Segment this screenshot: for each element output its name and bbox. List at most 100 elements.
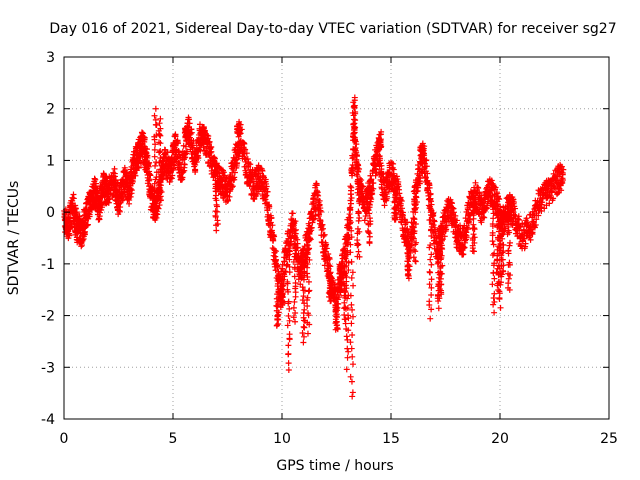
data-point (323, 245, 330, 252)
data-point (286, 248, 293, 255)
data-point (428, 292, 435, 299)
data-point (213, 227, 220, 234)
data-point (285, 312, 292, 319)
data-point (156, 131, 163, 138)
data-point (285, 342, 292, 349)
data-point (126, 200, 133, 207)
data-point (92, 176, 99, 183)
data-point (195, 155, 202, 162)
data-point (310, 216, 317, 223)
data-point (427, 315, 434, 322)
data-point (285, 367, 292, 374)
data-point (435, 298, 442, 305)
data-point (135, 164, 142, 171)
data-point (213, 160, 220, 167)
data-point (318, 226, 325, 233)
data-point (172, 133, 179, 140)
data-point (286, 269, 293, 276)
data-point (489, 281, 496, 288)
data-point (273, 248, 280, 255)
data-point (147, 172, 154, 179)
data-point (309, 219, 316, 226)
data-point (66, 232, 73, 239)
data-point (347, 373, 354, 380)
data-point (341, 316, 348, 323)
data-point (315, 192, 322, 199)
data-point (205, 135, 212, 142)
data-point (360, 183, 367, 190)
data-point (506, 242, 513, 249)
data-point (348, 301, 355, 308)
data-point (321, 231, 328, 238)
data-point (171, 162, 178, 169)
data-point (69, 194, 76, 201)
data-point (179, 174, 186, 181)
x-tick-labels: 0 5 10 15 20 25 (60, 431, 618, 447)
data-point (157, 115, 164, 122)
data-point (283, 262, 290, 269)
data-point (349, 332, 356, 339)
data-point (435, 305, 442, 312)
data-point (323, 241, 330, 248)
data-point (182, 154, 189, 161)
data-point (355, 248, 362, 255)
data-point (313, 180, 320, 187)
data-point (181, 161, 188, 168)
y-tick-label: -3 (41, 360, 55, 376)
data-point (327, 263, 334, 270)
data-point (353, 141, 360, 148)
data-point (274, 264, 281, 271)
data-point (157, 140, 164, 147)
data-point (152, 105, 159, 112)
data-point (427, 256, 434, 263)
data-point (146, 171, 153, 178)
data-point (170, 165, 177, 172)
data-point (348, 195, 355, 202)
data-point (299, 329, 306, 336)
x-tick-label: 20 (491, 431, 509, 447)
data-point (288, 238, 295, 245)
data-point (176, 149, 183, 156)
data-point (289, 210, 296, 217)
data-point (370, 185, 377, 192)
data-point (263, 192, 270, 199)
data-point (118, 197, 125, 204)
data-point (144, 154, 151, 161)
data-point (470, 231, 477, 238)
data-point (355, 217, 362, 224)
data-point (196, 146, 203, 153)
data-point (470, 215, 477, 222)
data-point (72, 205, 79, 212)
data-point (301, 324, 308, 331)
data-point (347, 206, 354, 213)
data-point (234, 159, 241, 166)
data-point (291, 298, 298, 305)
data-point (349, 313, 356, 320)
data-point (151, 153, 158, 160)
data-point (491, 275, 498, 282)
data-point (285, 351, 292, 358)
data-point (266, 203, 273, 210)
data-point (372, 172, 379, 179)
data-point (427, 269, 434, 276)
x-axis-label: GPS time / hours (276, 458, 393, 474)
data-point (290, 304, 297, 311)
data-point (132, 172, 139, 179)
data-point (341, 299, 348, 306)
data-point (345, 315, 352, 322)
data-point (119, 177, 126, 184)
data-point (143, 146, 150, 153)
data-point (349, 393, 356, 400)
data-point (496, 296, 503, 303)
data-point (411, 216, 418, 223)
data-point (264, 188, 271, 195)
y-tick-labels: -4 -3 -2 -1 0 1 2 3 (41, 50, 55, 428)
data-point (366, 233, 373, 240)
data-markers (61, 94, 567, 400)
data-point (285, 245, 292, 252)
data-point (120, 168, 127, 175)
data-point (378, 162, 385, 169)
data-point (285, 360, 292, 367)
data-point (226, 193, 233, 200)
